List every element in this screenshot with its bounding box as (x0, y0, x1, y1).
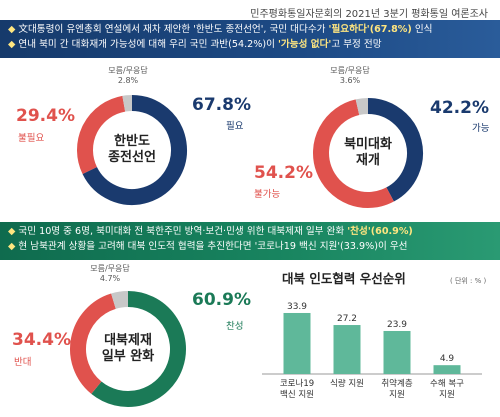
donut-chart (70, 291, 186, 407)
category-label: 백신 지원 (280, 389, 314, 400)
summary-highlight: '찬성'(60.9%) (347, 226, 413, 237)
summary-text-end: 고 부정 전망 (331, 39, 382, 50)
donut-slice (77, 95, 126, 175)
summary-band-top: ◆ 文대통령이 유엔총회 연설에서 재차 제안한 '한반도 종전선언', 국민 대… (0, 20, 500, 58)
donut-center-label: 북미대화 재개 (344, 137, 392, 168)
donut-slice (122, 95, 133, 112)
bar-value-label: 27.2 (337, 314, 357, 324)
page-header: 민주평화통일자문회의 2021년 3분기 평화통일 여론조사 (250, 9, 488, 20)
summary-text: 국민 10명 중 6명, 북미대화 전 북한주민 방역·보건·민생 위한 대북제… (18, 226, 348, 237)
bar (333, 325, 361, 374)
donut-chart (77, 95, 187, 205)
summary-band-middle: ◆ 국민 10명 중 6명, 북미대화 전 북한주민 방역·보건·민생 위한 대북… (0, 222, 500, 260)
donut-chart (313, 98, 423, 208)
chart-sanction-relief: 모름/무응답 4.7% 대북제재 일부 완화 60.9% 찬성 34.4% 반대 (0, 262, 251, 417)
value-unnecessary: 29.4% (16, 106, 75, 126)
category-label: 식량 지원 (330, 378, 364, 389)
donut-slice (111, 291, 129, 309)
category-label: 지원 (439, 390, 455, 400)
donut-slice (82, 95, 187, 205)
category-label: 수해 복구 (430, 379, 464, 389)
donut-slice (91, 291, 186, 407)
label-possible: 가능 (472, 123, 490, 134)
summary-text: 연내 북미 간 대화재개 가능성에 대해 우리 국민 과반(54.2%)이 (18, 39, 278, 50)
value-possible: 42.2% (430, 98, 489, 118)
donut-slice (313, 99, 394, 208)
label-unknown: 모름/무응답 4.7% (80, 264, 140, 284)
label-necessary: 필요 (226, 121, 244, 132)
chart-end-of-war-declaration: 모름/무응답 2.8% 한반도 종전선언 67.8% 필요 29.4% 불필요 (0, 60, 251, 220)
chart-humanitarian-priority: 대북 인도협력 우선순위 ( 단위 : % ) 33.9 코로나19 백신 지원 27… (250, 262, 500, 417)
value-unknown: 2.8% (117, 76, 139, 85)
value-unknown: 3.6% (339, 76, 361, 85)
label-unnecessary: 불필요 (18, 133, 45, 144)
bar (383, 330, 411, 374)
value-oppose: 34.4% (12, 330, 71, 350)
value-impossible: 54.2% (254, 163, 313, 183)
unit-label: ( 단위 : % ) (450, 277, 487, 285)
summary-line-3: ◆ 국민 10명 중 6명, 북미대화 전 북한주민 방역·보건·민생 위한 대북… (8, 224, 492, 239)
summary-text: 현 남북관계 상황을 고려해 대북 인도적 협력을 추진한다면 '코로나19 백… (18, 241, 408, 252)
bar-value-label: 23.9 (387, 320, 407, 330)
value-necessary: 67.8% (192, 95, 251, 115)
diamond-bullet-icon: ◆ (8, 24, 16, 35)
label-support: 찬성 (226, 321, 244, 332)
summary-line-2: ◆ 연내 북미 간 대화재개 가능성에 대해 우리 국민 과반(54.2%)이 '… (8, 37, 492, 52)
donut-slice (70, 293, 117, 394)
label-impossible: 불가능 (254, 189, 281, 200)
summary-highlight: '필요하다'(67.8%) (328, 24, 412, 35)
summary-line-1: ◆ 文대통령이 유엔총회 연설에서 재차 제안한 '한반도 종전선언', 국민 대… (8, 22, 492, 37)
value-unknown: 4.7% (99, 274, 121, 283)
bar-value-label: 33.9 (287, 302, 307, 312)
donut-center-label: 한반도 종전선언 (108, 134, 156, 165)
bar-value-label: 4.9 (440, 354, 455, 364)
bar-chart-title: 대북 인도협력 우선순위 (282, 271, 406, 286)
category-label: 코로나19 (280, 379, 314, 389)
chart-nk-us-dialogue: 모름/무응답 3.6% 북미대화 재개 42.2% 가능 54.2% 불가능 (250, 60, 500, 220)
summary-text-end: 인식 (411, 24, 433, 35)
category-label: 지원 (389, 390, 405, 400)
diamond-bullet-icon: ◆ (8, 39, 16, 50)
category-label: 취약계층 (381, 378, 412, 389)
diamond-bullet-icon: ◆ (8, 241, 16, 252)
bar (283, 312, 311, 374)
summary-highlight: '가능성 없다' (277, 39, 332, 50)
value-support: 60.9% (192, 290, 251, 310)
donut-slice (355, 98, 369, 116)
label-unknown: 모름/무응답 2.8% (98, 66, 158, 86)
label-unknown: 모름/무응답 3.6% (320, 66, 380, 86)
donut-slice (367, 98, 423, 202)
donut-center-label: 대북제재 일부 완화 (101, 333, 155, 364)
bar (433, 365, 461, 374)
summary-line-4: ◆ 현 남북관계 상황을 고려해 대북 인도적 협력을 추진한다면 '코로나19 … (8, 239, 492, 254)
summary-text: 文대통령이 유엔총회 연설에서 재차 제안한 '한반도 종전선언', 국민 대다… (18, 24, 329, 35)
diamond-bullet-icon: ◆ (8, 226, 16, 237)
label-oppose: 반대 (14, 357, 32, 368)
